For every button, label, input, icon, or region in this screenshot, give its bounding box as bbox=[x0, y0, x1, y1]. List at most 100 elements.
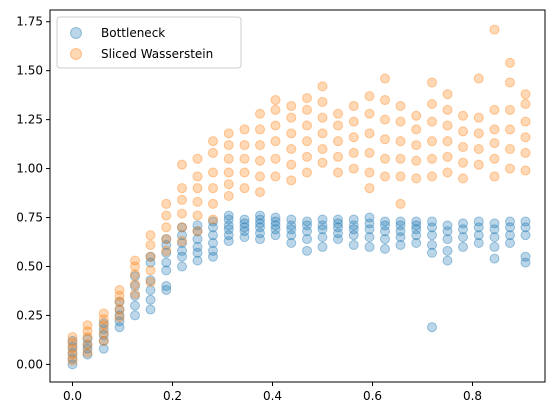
data-point-sliced-wasserstein bbox=[255, 140, 265, 151]
data-point-bottleneck bbox=[505, 222, 515, 233]
data-point-bottleneck bbox=[427, 239, 437, 250]
data-point-sliced-wasserstein bbox=[442, 120, 453, 131]
data-point-bottleneck bbox=[427, 322, 437, 333]
y-tick-label: 1.00 bbox=[16, 162, 43, 176]
data-point-sliced-wasserstein bbox=[348, 116, 359, 127]
data-point-sliced-wasserstein bbox=[364, 147, 375, 158]
data-point-bottleneck bbox=[505, 230, 515, 241]
data-point-sliced-wasserstein bbox=[364, 128, 375, 139]
data-point-sliced-wasserstein bbox=[208, 214, 218, 225]
data-point-sliced-wasserstein bbox=[473, 128, 484, 139]
data-point-bottleneck bbox=[192, 241, 203, 252]
data-point-bottleneck bbox=[317, 220, 328, 231]
data-point-sliced-wasserstein bbox=[348, 147, 359, 158]
data-point-sliced-wasserstein bbox=[239, 153, 250, 164]
data-point-sliced-wasserstein bbox=[255, 155, 265, 166]
data-point-bottleneck bbox=[239, 214, 250, 225]
data-point-bottleneck bbox=[192, 226, 203, 237]
data-point-sliced-wasserstein bbox=[82, 339, 93, 350]
data-point-sliced-wasserstein bbox=[145, 277, 156, 288]
data-point-sliced-wasserstein bbox=[192, 210, 203, 221]
data-point-bottleneck bbox=[67, 341, 78, 352]
data-point-sliced-wasserstein bbox=[270, 136, 281, 147]
data-point-sliced-wasserstein bbox=[333, 120, 343, 131]
data-point-sliced-wasserstein bbox=[161, 222, 172, 233]
data-point-bottleneck bbox=[145, 294, 156, 305]
data-point-sliced-wasserstein bbox=[302, 167, 312, 178]
data-point-bottleneck bbox=[98, 335, 109, 346]
y-tick-label: 1.50 bbox=[16, 64, 43, 78]
data-point-sliced-wasserstein bbox=[286, 112, 297, 123]
data-point-sliced-wasserstein bbox=[364, 91, 375, 102]
data-point-sliced-wasserstein bbox=[208, 136, 218, 147]
data-point-sliced-wasserstein bbox=[427, 136, 437, 147]
data-point-sliced-wasserstein bbox=[458, 157, 468, 168]
data-point-sliced-wasserstein bbox=[520, 132, 531, 143]
data-point-sliced-wasserstein bbox=[223, 167, 234, 178]
data-point-bottleneck bbox=[489, 224, 500, 235]
data-point-bottleneck bbox=[192, 247, 203, 258]
data-point-bottleneck bbox=[270, 220, 281, 231]
data-point-sliced-wasserstein bbox=[317, 128, 328, 139]
data-point-bottleneck bbox=[145, 257, 156, 268]
legend-label-bottleneck: Bottleneck bbox=[101, 26, 165, 40]
data-point-bottleneck bbox=[348, 239, 359, 250]
data-point-sliced-wasserstein bbox=[411, 155, 422, 166]
data-point-sliced-wasserstein bbox=[505, 144, 515, 155]
data-point-bottleneck bbox=[458, 241, 468, 252]
plot-frame bbox=[49, 9, 546, 383]
data-point-bottleneck bbox=[317, 232, 328, 243]
data-point-bottleneck bbox=[427, 216, 437, 227]
data-point-bottleneck bbox=[208, 222, 218, 233]
data-point-bottleneck bbox=[161, 284, 172, 295]
x-tick-label: 0.2 bbox=[163, 389, 182, 403]
data-point-bottleneck bbox=[255, 218, 265, 229]
data-point-bottleneck bbox=[270, 224, 281, 235]
data-point-sliced-wasserstein bbox=[177, 194, 187, 205]
data-point-bottleneck bbox=[161, 265, 172, 276]
data-point-sliced-wasserstein bbox=[458, 173, 468, 184]
data-point-sliced-wasserstein bbox=[239, 183, 250, 194]
data-point-sliced-wasserstein bbox=[520, 89, 531, 100]
data-point-bottleneck bbox=[395, 226, 406, 237]
data-point-bottleneck bbox=[130, 281, 140, 292]
data-point-sliced-wasserstein bbox=[161, 198, 172, 209]
data-point-bottleneck bbox=[489, 218, 500, 229]
data-point-bottleneck bbox=[458, 224, 468, 235]
data-point-sliced-wasserstein bbox=[427, 98, 437, 109]
data-point-bottleneck bbox=[302, 245, 312, 256]
data-point-bottleneck bbox=[380, 220, 390, 231]
data-point-sliced-wasserstein bbox=[98, 328, 109, 339]
x-axis: 0.0 0.2 0.4 0.6 0.8 bbox=[63, 382, 482, 403]
data-point-sliced-wasserstein bbox=[380, 153, 390, 164]
data-point-sliced-wasserstein bbox=[348, 163, 359, 174]
data-point-sliced-wasserstein bbox=[255, 108, 265, 119]
data-point-sliced-wasserstein bbox=[489, 153, 500, 164]
data-point-sliced-wasserstein bbox=[208, 183, 218, 194]
data-point-bottleneck bbox=[442, 245, 453, 256]
data-point-bottleneck bbox=[333, 234, 343, 245]
data-point-bottleneck bbox=[333, 214, 343, 225]
data-point-bottleneck bbox=[411, 230, 422, 241]
data-point-bottleneck bbox=[395, 220, 406, 231]
data-point-sliced-wasserstein bbox=[239, 124, 250, 135]
data-point-sliced-wasserstein bbox=[192, 171, 203, 182]
data-point-sliced-wasserstein bbox=[208, 167, 218, 178]
data-point-sliced-wasserstein bbox=[380, 73, 390, 84]
data-point-sliced-wasserstein bbox=[302, 136, 312, 147]
data-point-sliced-wasserstein bbox=[489, 104, 500, 115]
data-point-bottleneck bbox=[427, 230, 437, 241]
data-point-sliced-wasserstein bbox=[286, 159, 297, 170]
data-point-sliced-wasserstein bbox=[223, 191, 234, 201]
data-point-sliced-wasserstein bbox=[520, 116, 531, 127]
data-point-sliced-wasserstein bbox=[411, 173, 422, 184]
data-point-sliced-wasserstein bbox=[286, 100, 297, 111]
data-point-bottleneck bbox=[98, 318, 109, 329]
data-point-bottleneck bbox=[364, 232, 375, 243]
data-point-sliced-wasserstein bbox=[67, 343, 78, 354]
data-point-sliced-wasserstein bbox=[114, 290, 125, 301]
data-point-bottleneck bbox=[427, 247, 437, 258]
data-point-bottleneck bbox=[177, 237, 187, 248]
data-point-sliced-wasserstein bbox=[473, 112, 484, 123]
data-point-bottleneck bbox=[364, 218, 375, 229]
